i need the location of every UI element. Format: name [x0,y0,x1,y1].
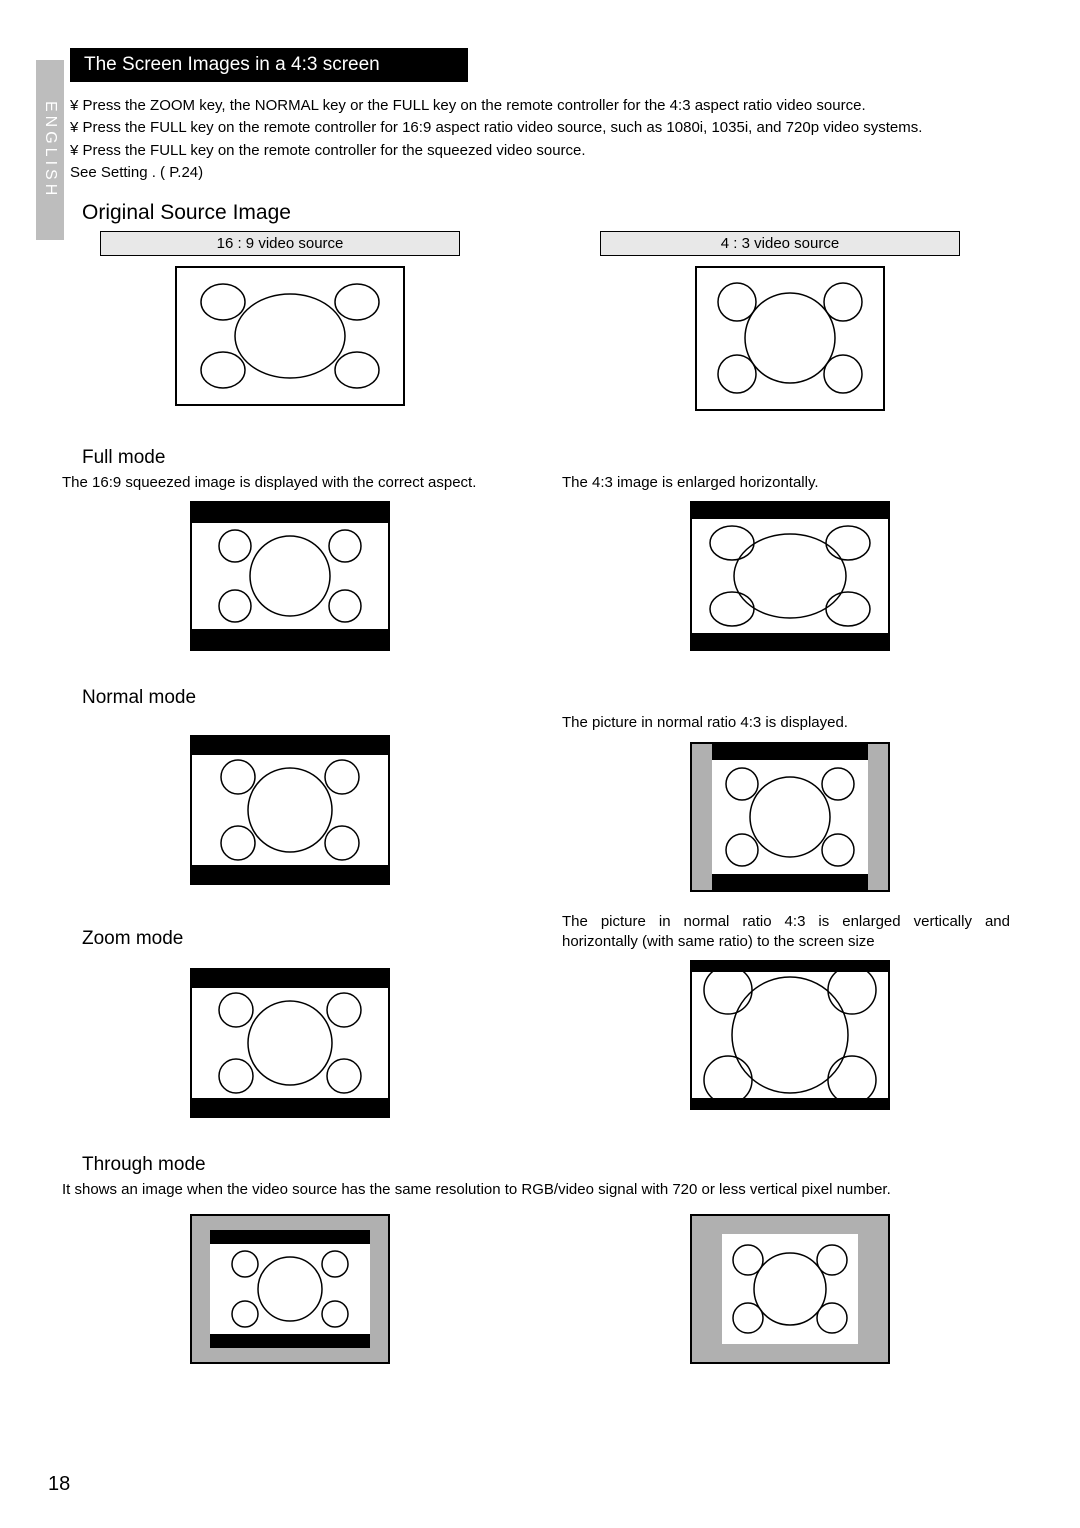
page-number: 18 [48,1473,70,1496]
diagram-full-43 [560,501,1020,651]
diagram-zoom-169 [60,968,520,1118]
through-caption: It shows an image when the video source … [62,1180,980,1200]
full-left-caption: The 16:9 squeezed image is displayed wit… [62,473,510,493]
normal-mode-heading: Normal mode [82,687,1020,709]
bullet-1: ¥ Press the ZOOM key, the NORMAL key or … [70,96,1020,116]
normal-right-caption: The picture in normal ratio 4:3 is displ… [562,713,1010,733]
label-43: 4 : 3 video source [600,231,960,256]
zoom-right-caption: The picture in normal ratio 4:3 is enlar… [562,912,1010,953]
diagram-zoom-43 [560,960,1020,1110]
full-mode-heading: Full mode [82,447,1020,469]
diagram-through-169 [60,1214,520,1364]
see-setting: See Setting . ( P.24) [70,163,1020,183]
bullet-2: ¥ Press the FULL key on the remote contr… [70,118,1020,138]
diagram-original-43 [560,266,1020,411]
diagram-normal-43 [560,742,1020,892]
label-169: 16 : 9 video source [100,231,460,256]
diagram-normal-169 [60,735,520,885]
diagram-full-169 [60,501,520,651]
intro-text: ¥ Press the ZOOM key, the NORMAL key or … [70,96,1020,183]
original-source-heading: Original Source Image [82,201,1020,225]
full-right-caption: The 4:3 image is enlarged horizontally. [562,473,1010,493]
bullet-3: ¥ Press the FULL key on the remote contr… [70,141,1020,161]
diagram-through-43 [560,1214,1020,1364]
zoom-mode-heading: Zoom mode [82,928,520,950]
section-title: The Screen Images in a 4:3 screen [70,48,468,82]
language-tab: ENGLISH [36,60,64,240]
through-mode-heading: Through mode [82,1154,1020,1176]
diagram-original-169 [60,266,520,406]
